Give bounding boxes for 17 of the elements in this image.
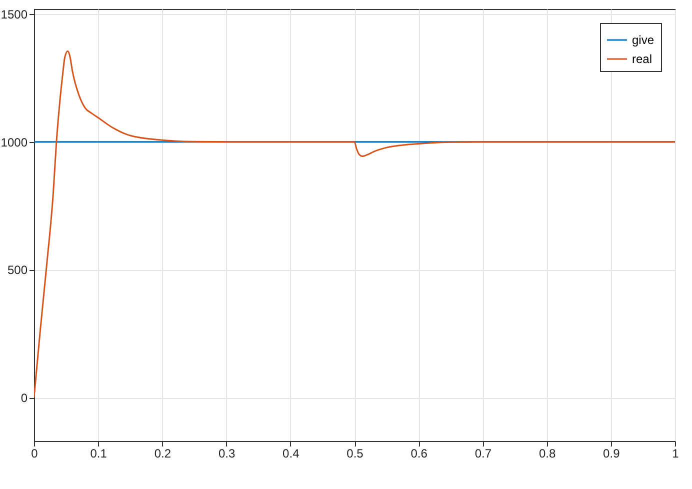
x-tick-label: 0.9	[603, 446, 620, 460]
x-tick-label: 0.7	[474, 446, 492, 460]
x-tick-label: 0.6	[410, 446, 428, 460]
x-tick-label: 0.4	[282, 446, 300, 460]
x-tick-label: 0.2	[154, 446, 172, 460]
y-tick-label: 500	[7, 263, 28, 278]
y-tick-label: 0	[20, 391, 28, 406]
x-tick-label: 0	[31, 446, 38, 460]
y-tick-label: 1000	[0, 135, 28, 150]
legend-label: give	[632, 33, 654, 47]
x-tick-label: 0.5	[346, 446, 364, 460]
legend-label: real	[632, 52, 652, 66]
x-tick-label: 0.1	[90, 446, 108, 460]
x-tick-label: 0.3	[218, 446, 236, 460]
x-tick-label: 0.8	[538, 446, 556, 460]
y-tick-label: 1500	[0, 8, 28, 22]
x-tick-label: 1	[672, 446, 680, 460]
